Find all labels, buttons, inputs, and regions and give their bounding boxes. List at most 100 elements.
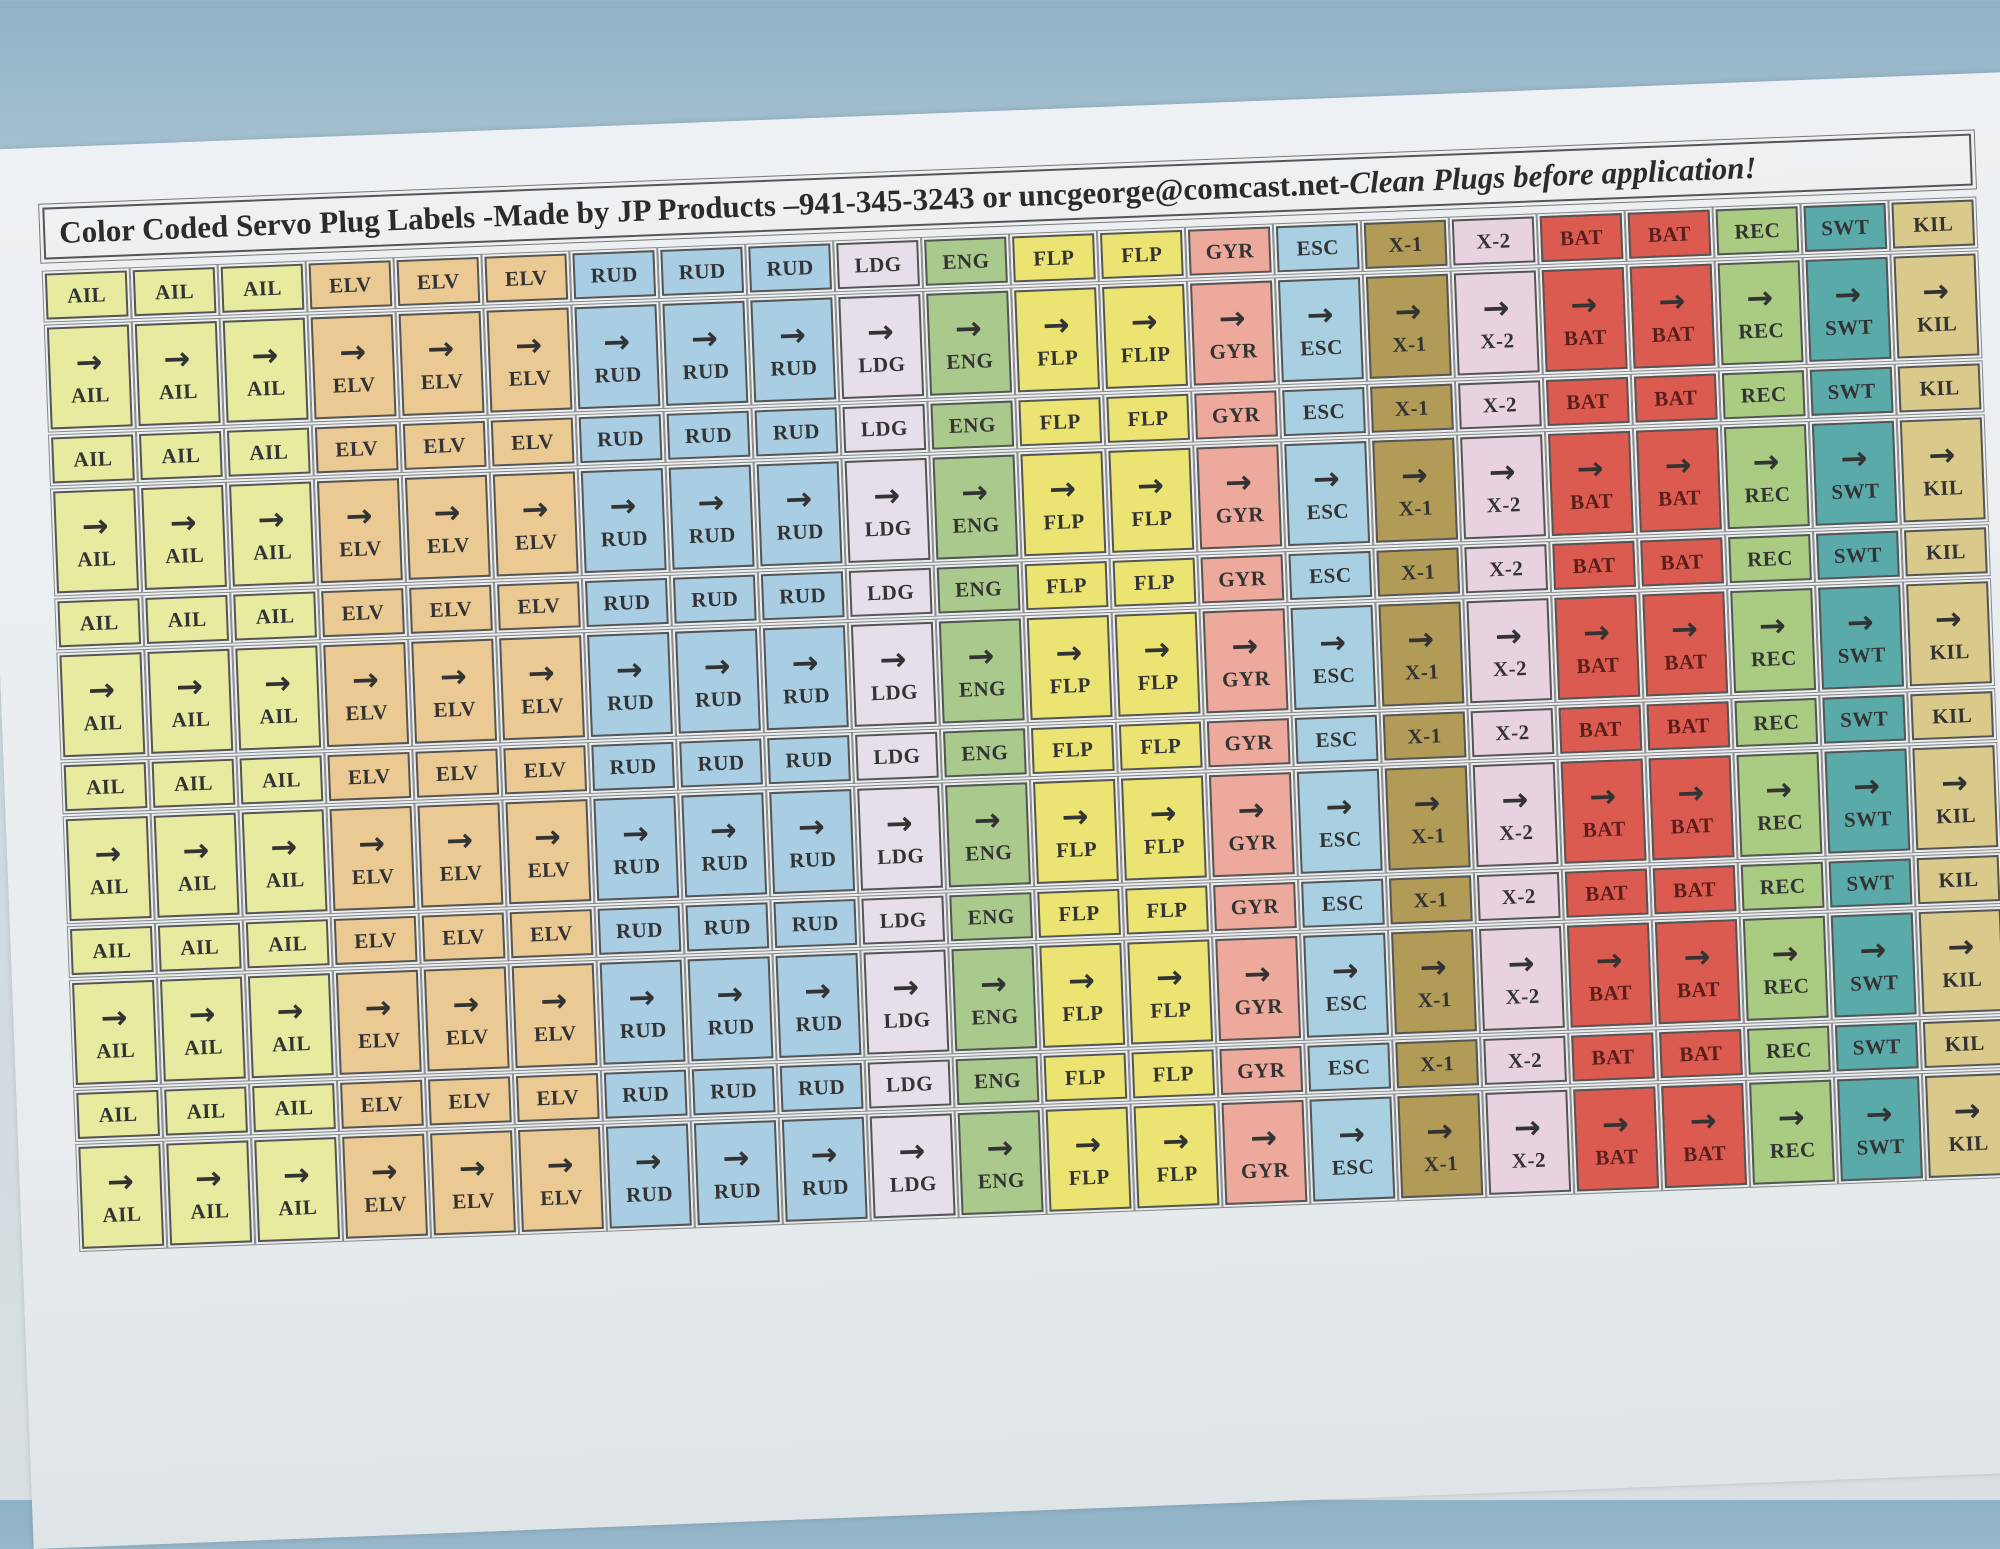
label-text: AIL	[179, 933, 220, 960]
label-text: X-2	[1492, 655, 1528, 681]
label-short-x-1: X-1	[1392, 1035, 1483, 1092]
label-text: ESC	[1306, 498, 1350, 524]
label-short-gyr: GYR	[1197, 551, 1288, 607]
arrow-right-icon: →	[615, 649, 644, 689]
label-text: RUD	[694, 685, 743, 712]
label-text: X-1	[1410, 822, 1446, 849]
arrow-right-icon: →	[1419, 946, 1448, 986]
arrow-right-icon: →	[1689, 1100, 1718, 1140]
label-text: SWT	[1820, 214, 1870, 240]
arrow-right-icon: →	[363, 987, 393, 1027]
label-short-x-2: X-2	[1480, 1032, 1571, 1089]
label-short-bat: BAT	[1555, 701, 1646, 757]
label-text: ENG	[954, 575, 1003, 602]
label-text: KIL	[1929, 638, 1971, 665]
label-tall-ldg: → LDG	[847, 618, 940, 730]
label-text: ENG	[945, 347, 994, 374]
label-tall-swt: → SWT	[1821, 745, 1914, 857]
label-text: AIL	[261, 766, 302, 793]
label-text: AIL	[76, 545, 117, 572]
label-short-elv: ELV	[324, 748, 415, 805]
label-text: AIL	[158, 378, 199, 404]
label-short-rud: RUD	[770, 895, 861, 952]
label-text: ELV	[353, 927, 398, 953]
label-text: KIL	[1948, 1130, 1990, 1156]
label-text: LDG	[879, 906, 928, 933]
label-short-esc: ESC	[1285, 547, 1376, 604]
label-text: LDG	[885, 1070, 934, 1097]
label-short-rud: RUD	[682, 899, 773, 955]
label-text: AIL	[183, 1033, 224, 1060]
label-text: AIL	[189, 1197, 230, 1224]
label-text: KIL	[1922, 474, 1964, 501]
label-text: AIL	[252, 538, 293, 565]
arrow-right-icon: →	[1670, 608, 1699, 648]
label-text: SWT	[1852, 1033, 1902, 1060]
arrow-right-icon: →	[1425, 1110, 1455, 1150]
label-short-ail: AIL	[60, 758, 151, 815]
label-tall-swt: → SWT	[1827, 909, 1920, 1021]
arrow-right-icon: →	[1839, 438, 1869, 478]
label-text: GYR	[1205, 237, 1255, 264]
arrow-right-icon: →	[1952, 1090, 1982, 1130]
label-tall-x-1: → X-1	[1381, 762, 1474, 874]
label-short-x-2: X-2	[1467, 704, 1558, 761]
label-text: X-2	[1501, 883, 1537, 909]
arrow-right-icon: →	[439, 656, 468, 696]
label-short-bat: BAT	[1649, 861, 1740, 918]
label-text: AIL	[255, 602, 295, 629]
label-text: RUD	[678, 257, 727, 284]
label-text: GYR	[1236, 1057, 1286, 1083]
label-text: ESC	[1299, 334, 1344, 360]
arrow-right-icon: →	[175, 666, 205, 706]
label-tall-rud: → RUD	[778, 1113, 871, 1225]
arrow-right-icon: →	[979, 963, 1009, 1003]
label-text: RUD	[609, 752, 658, 779]
arrow-right-icon: →	[74, 341, 104, 381]
label-text: FLP	[1036, 344, 1079, 371]
arrow-right-icon: →	[187, 994, 217, 1034]
label-tall-gyr: → GYR	[1205, 769, 1298, 881]
label-tall-bat: → BAT	[1632, 424, 1725, 536]
label-text: KIL	[1931, 702, 1973, 728]
arrow-right-icon: →	[897, 1130, 927, 1170]
label-text: ELV	[363, 1190, 408, 1217]
label-text: ELV	[341, 599, 385, 625]
label-tall-x-1: → X-1	[1369, 434, 1462, 546]
label-text: BAT	[1584, 879, 1629, 906]
arrow-right-icon: →	[1927, 434, 1957, 474]
label-tall-eng: → ENG	[929, 451, 1022, 563]
arrow-right-icon: →	[1236, 789, 1266, 829]
label-short-rud: RUD	[757, 567, 848, 624]
label-text: SWT	[1849, 969, 1899, 996]
label-text: AIL	[89, 873, 130, 899]
label-text: AIL	[73, 445, 113, 472]
label-tall-swt: → SWT	[1833, 1073, 1927, 1185]
label-short-ail: AIL	[66, 922, 157, 979]
label-tall-esc: → ESC	[1306, 1093, 1399, 1205]
label-text: ENG	[948, 411, 997, 438]
label-tall-rud: → RUD	[690, 1117, 783, 1229]
label-text: ESC	[1321, 889, 1365, 916]
label-tall-x-2: → X-2	[1463, 595, 1556, 707]
arrow-right-icon: →	[533, 816, 563, 856]
label-tall-flp: → FLP	[1042, 1103, 1135, 1215]
label-text: ELV	[539, 1184, 584, 1210]
label-short-elv: ELV	[506, 905, 597, 962]
label-text: ENG	[942, 247, 990, 274]
label-text: ESC	[1314, 726, 1359, 752]
arrow-right-icon: →	[1393, 291, 1423, 331]
label-tall-rud: → RUD	[759, 622, 852, 734]
arrow-right-icon: →	[282, 1154, 311, 1194]
arrow-right-icon: →	[1224, 461, 1254, 501]
label-text: AIL	[95, 1037, 136, 1063]
label-text: REC	[1763, 972, 1810, 999]
label-short-elv: ELV	[512, 1069, 603, 1126]
label-text: RUD	[613, 852, 661, 879]
label-text: BAT	[1559, 224, 1604, 250]
label-text: ELV	[535, 1084, 580, 1110]
arrow-right-icon: →	[1142, 629, 1172, 669]
label-tall-esc: → ESC	[1287, 601, 1380, 714]
label-text: KIL	[1916, 310, 1958, 337]
label-short-flp: FLP	[1015, 393, 1106, 450]
